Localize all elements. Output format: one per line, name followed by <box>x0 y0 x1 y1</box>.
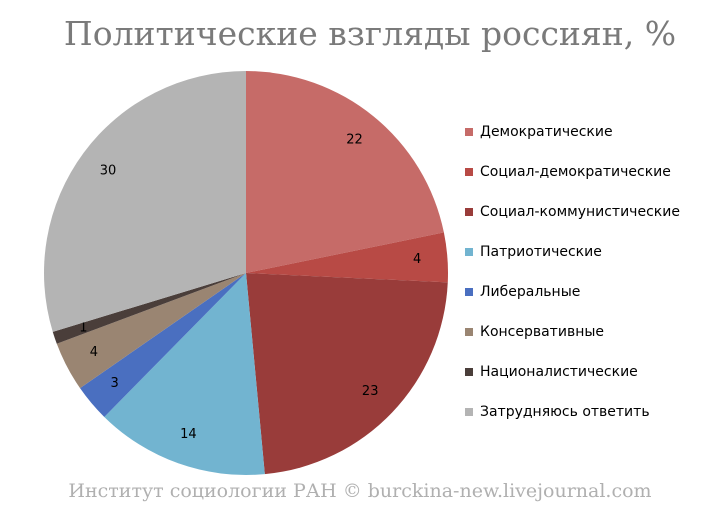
legend-label: Затрудняюсь ответить <box>480 404 650 420</box>
legend-label: Демократические <box>480 124 613 140</box>
legend-swatch <box>465 328 473 336</box>
pie-slice <box>52 273 246 344</box>
pie-slice <box>246 71 444 273</box>
legend-label: Патриотические <box>480 244 602 260</box>
legend-swatch <box>465 368 473 376</box>
data-label: 1 <box>79 321 87 336</box>
data-label: 4 <box>90 345 98 360</box>
legend-label: Социал-демократические <box>480 164 671 180</box>
data-label: 30 <box>100 163 117 178</box>
source-note: Институт социологии РАН © burckina-new.l… <box>68 480 651 502</box>
legend-label: Консервативные <box>480 324 604 340</box>
legend-label: Националистические <box>480 364 638 380</box>
pie-slice <box>43 71 247 332</box>
legend-label: Либеральные <box>480 284 580 300</box>
pie-slice <box>80 273 247 417</box>
data-label: 22 <box>346 132 363 147</box>
data-label: 3 <box>111 376 119 391</box>
legend-swatch <box>465 288 473 296</box>
legend-swatch <box>465 128 473 136</box>
pie-slice <box>56 273 247 389</box>
data-label: 23 <box>362 384 379 399</box>
pie-slice <box>104 273 265 476</box>
pie-slice <box>246 232 449 283</box>
data-label: 14 <box>180 427 197 442</box>
legend-swatch <box>465 248 473 256</box>
legend-swatch <box>465 408 473 416</box>
chart-title: Политические взгляды россиян, % <box>64 14 676 53</box>
data-label: 4 <box>413 252 421 267</box>
legend-swatch <box>465 208 473 216</box>
pie-slice <box>246 273 448 475</box>
legend-swatch <box>465 168 473 176</box>
legend-label: Социал-коммунистические <box>480 204 680 220</box>
